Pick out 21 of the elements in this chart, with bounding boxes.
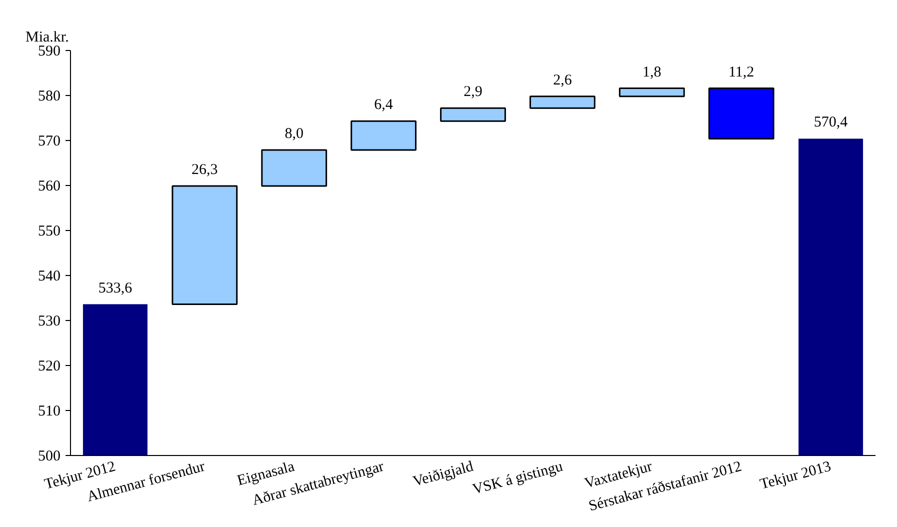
data-label: 533,6 [98,280,133,296]
data-label: 1,8 [642,64,662,80]
y-tick-label: 530 [38,314,60,330]
data-label: 26,3 [192,162,218,178]
data-label: 11,2 [728,64,754,80]
y-tick-label: 570 [38,134,60,150]
y-tick-label: 580 [38,88,60,104]
y-tick-label: 590 [38,44,60,60]
y-tick-label: 540 [38,268,60,284]
data-label: 570,4 [814,114,848,131]
data-label: 2,6 [553,72,572,88]
x-tick-label: Tekjur 2013 [758,458,833,493]
y-tick-label: 500 [38,448,60,464]
y-tick-label: 550 [38,224,60,240]
y-axis-title: Mia.kr. [26,30,69,46]
data-label: 8,0 [284,126,304,142]
y-tick-label: 560 [38,178,60,194]
data-label: 2,9 [464,84,482,100]
data-label: 6,4 [374,97,394,114]
y-tick-label: 510 [38,404,60,420]
y-tick-label: 520 [38,358,60,374]
